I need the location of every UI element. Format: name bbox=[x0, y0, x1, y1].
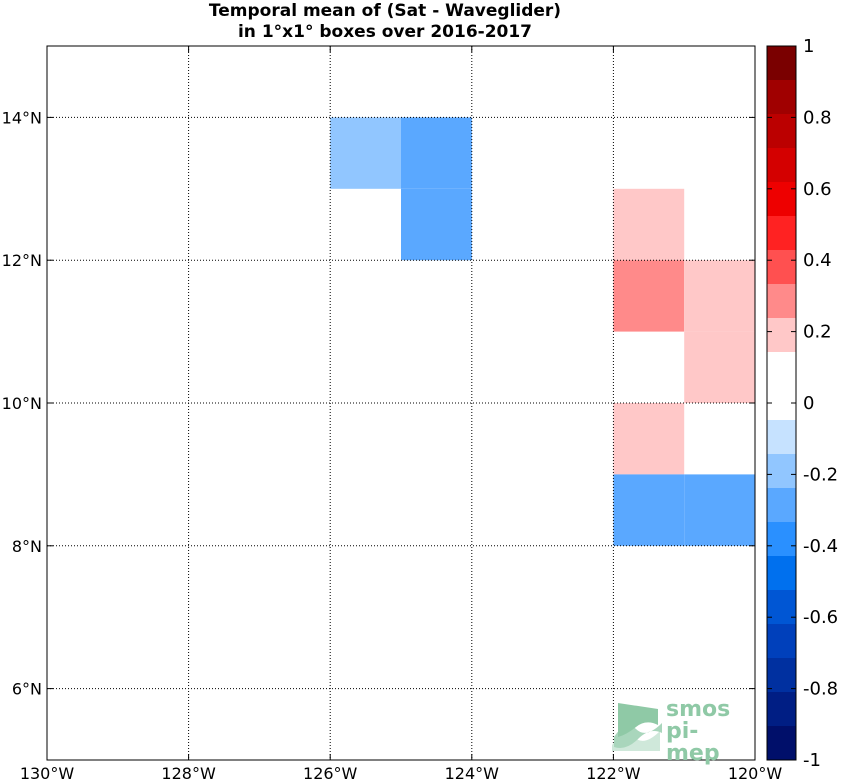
colorbar-segment-1 bbox=[767, 80, 796, 115]
y-tick-label-2: 10°N bbox=[2, 394, 42, 413]
colorbar-segment-2 bbox=[767, 114, 796, 149]
colorbar-segment-19 bbox=[767, 692, 796, 727]
smos-pimep-logo: smos pi-mep bbox=[610, 697, 750, 765]
heatmap-cell-8 bbox=[613, 474, 685, 546]
colorbar: 1 0.8 0.6 0.4 0.2 0 -0.2 -0.4 -0.6 -0.8 -1 bbox=[766, 36, 838, 771]
x-tick-label-5: 120°W bbox=[728, 764, 783, 782]
colorbar-segment-9 bbox=[767, 352, 796, 387]
x-tick-label-1: 128°W bbox=[161, 764, 216, 782]
x-tick-label-0: 130°W bbox=[20, 764, 75, 782]
title-line-2: in 1°x1° boxes over 2016-2017 bbox=[237, 22, 533, 42]
heatmap-cell-9 bbox=[684, 474, 755, 546]
colorbar-segment-13 bbox=[767, 488, 796, 523]
colorbar-segment-8 bbox=[767, 318, 796, 353]
ticks-layer: 130°W 128°W 126°W 124°W 122°W 120°W 6°N 8°N 10°N… bbox=[2, 46, 783, 782]
heatmap-cell-1 bbox=[401, 117, 472, 189]
colorbar-segment-5 bbox=[767, 216, 796, 251]
y-tick-label-1: 8°N bbox=[12, 537, 42, 556]
colorbar-tick-label-6: -0.2 bbox=[803, 464, 838, 485]
y-tick-label-3: 12°N bbox=[2, 251, 42, 270]
colorbar-tick-label-10: -1 bbox=[803, 750, 821, 771]
title-line-1: Temporal mean of (Sat - Waveglider) bbox=[208, 1, 562, 21]
heatmap-cell-3 bbox=[613, 188, 685, 261]
colorbar-tick-label-8: -0.6 bbox=[803, 607, 838, 628]
heatmap-cell-0 bbox=[330, 117, 401, 189]
colorbar-segment-15 bbox=[767, 556, 796, 591]
colorbar-segment-16 bbox=[767, 590, 796, 625]
colorbar-tick-label-5: 0 bbox=[803, 393, 814, 414]
logo-waves-icon bbox=[612, 703, 662, 751]
x-tick-label-2: 126°W bbox=[303, 764, 358, 782]
x-tick-label-3: 124°W bbox=[445, 764, 500, 782]
y-tick-label-4: 14°N bbox=[2, 108, 42, 127]
colorbar-segment-20 bbox=[767, 726, 796, 761]
heatmap-cell-6 bbox=[684, 331, 755, 403]
colorbar-tick-label-4: 0.2 bbox=[803, 322, 832, 343]
chart-title: Temporal mean of (Sat - Waveglider) in 1… bbox=[0, 0, 770, 43]
logo-text-smos: smos bbox=[666, 697, 731, 722]
colorbar-segment-7 bbox=[767, 284, 796, 319]
colorbar-tick-label-3: 0.4 bbox=[803, 250, 832, 271]
heatmap-cell-4 bbox=[613, 260, 685, 332]
colorbar-segment-6 bbox=[767, 250, 796, 285]
heatmap-cell-7 bbox=[613, 403, 685, 475]
colorbar-tick-label-0: 1 bbox=[803, 36, 814, 57]
colorbar-tick-label-7: -0.4 bbox=[803, 536, 838, 557]
colorbar-tick-label-2: 0.6 bbox=[803, 179, 832, 200]
y-tick-label-0: 6°N bbox=[12, 680, 42, 699]
colorbar-segment-17 bbox=[767, 624, 796, 659]
cells-layer bbox=[330, 117, 755, 546]
colorbar-segment-4 bbox=[767, 182, 796, 217]
colorbar-segment-14 bbox=[767, 522, 796, 557]
colorbar-tick-label-9: -0.8 bbox=[803, 679, 838, 700]
heatmap-cell-2 bbox=[401, 188, 472, 261]
colorbar-segment-3 bbox=[767, 148, 796, 183]
x-tick-label-4: 122°W bbox=[586, 764, 641, 782]
colorbar-tick-label-1: 0.8 bbox=[803, 107, 832, 128]
colorbar-segment-11 bbox=[767, 420, 796, 455]
colorbar-segment-0 bbox=[767, 46, 796, 81]
colorbar-segment-18 bbox=[767, 658, 796, 693]
heatmap-cell-5 bbox=[684, 260, 755, 332]
logo-text-pimep: pi-mep bbox=[666, 719, 720, 766]
colorbar-segment-12 bbox=[767, 454, 796, 489]
grid-layer bbox=[47, 46, 755, 760]
